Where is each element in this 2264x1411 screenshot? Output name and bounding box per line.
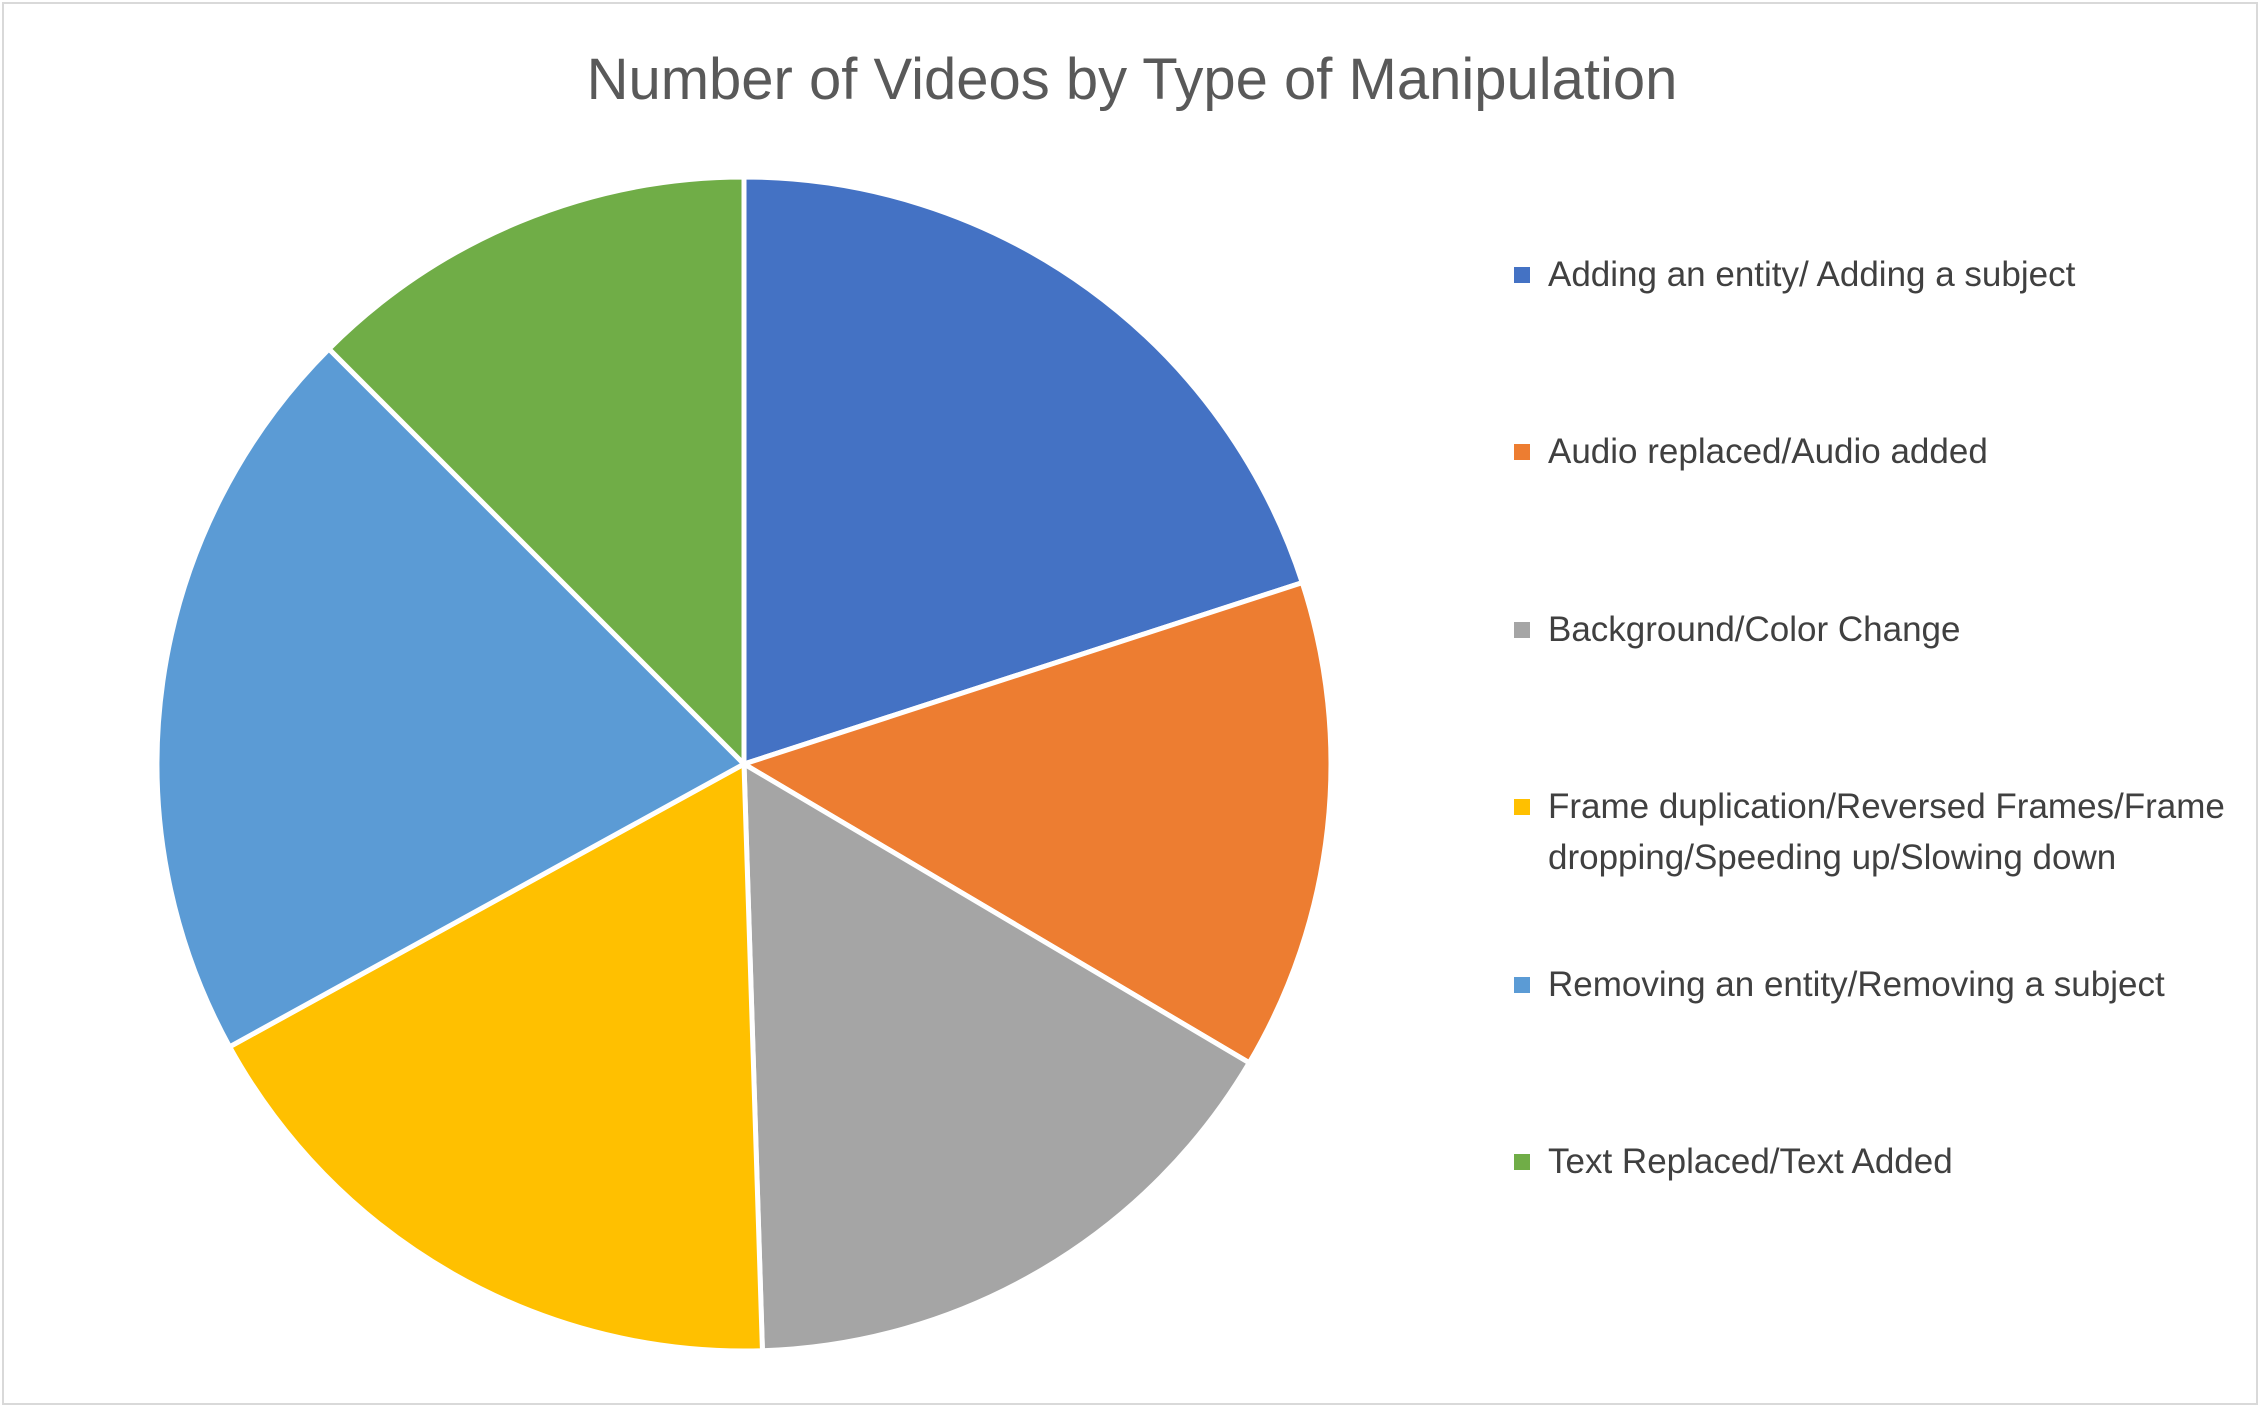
pie-slice-1: [741, 174, 1305, 767]
legend-swatch: [1514, 977, 1530, 993]
pie-slice-6: [326, 174, 747, 767]
pie-slice-2: [741, 580, 1334, 1066]
pie-slice-5: [154, 346, 747, 1050]
legend-swatch: [1514, 622, 1530, 638]
legend-item: Adding an entity/ Adding a subject: [1514, 249, 2254, 300]
legend-swatch: [1514, 799, 1530, 815]
legend-label: Removing an entity/Removing a subject: [1548, 965, 2165, 1004]
legend-swatch: [1514, 267, 1530, 283]
pie-chart: [154, 174, 1334, 1354]
legend-item: Background/Color Change: [1514, 604, 2254, 655]
legend-item: Frame duplication/Reversed Frames/Frame …: [1514, 781, 2254, 883]
legend-swatch: [1514, 1154, 1530, 1170]
pie-slice-4: [227, 761, 765, 1354]
legend-label: Background/Color Change: [1548, 610, 1961, 649]
legend-item: Removing an entity/Removing a subject: [1514, 959, 2254, 1010]
legend-label: Adding an entity/ Adding a subject: [1548, 255, 2076, 294]
legend-swatch: [1514, 444, 1530, 460]
legend-label: Frame duplication/Reversed Frames/Frame …: [1548, 787, 2225, 877]
legend-label: Audio replaced/Audio added: [1548, 432, 1988, 471]
legend-item: Text Replaced/Text Added: [1514, 1136, 2254, 1187]
chart-title: Number of Videos by Type of Manipulation: [586, 47, 1678, 112]
legend-item: Audio replaced/Audio added: [1514, 426, 2254, 477]
pie-slice-3: [741, 761, 1252, 1354]
legend-label: Text Replaced/Text Added: [1548, 1142, 1953, 1181]
